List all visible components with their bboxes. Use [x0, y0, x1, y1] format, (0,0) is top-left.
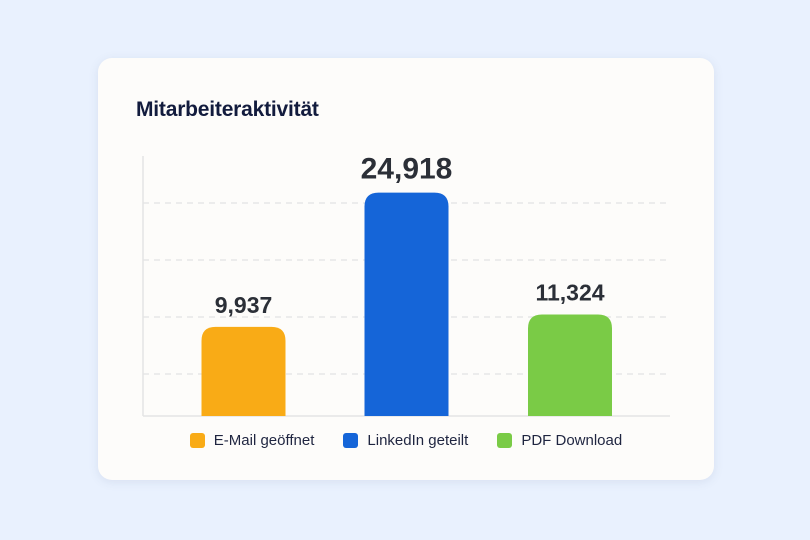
value-labels: 9,937 24,918 11,324	[215, 153, 605, 318]
legend-swatch	[497, 433, 513, 448]
legend-label: E-Mail geöffnet	[213, 432, 315, 449]
bar-1	[201, 326, 286, 416]
bars	[201, 192, 612, 416]
chart-card: Mitarbeiteraktivität 9,937 24,918 11,324 E…	[98, 58, 714, 480]
legend-swatch	[343, 433, 359, 448]
legend-swatch	[189, 433, 205, 448]
legend-label: LinkedIn geteilt	[367, 432, 469, 449]
value-label-2: 24,918	[361, 153, 453, 186]
legend-item-3: PDF Download	[497, 432, 622, 449]
bar-2	[364, 192, 449, 416]
bar-3	[528, 314, 612, 416]
legend-item-1: E-Mail geöffnet	[189, 432, 315, 449]
legend: E-Mail geöffnet LinkedIn geteilt PDF Downl…	[98, 432, 714, 449]
legend-item-2: LinkedIn geteilt	[343, 432, 468, 449]
value-label-1: 9,937	[215, 292, 273, 318]
value-label-3: 11,324	[535, 279, 604, 305]
legend-label: PDF Download	[521, 432, 623, 449]
bar-chart: 9,937 24,918 11,324	[142, 153, 670, 417]
chart-title: Mitarbeiteraktivität	[136, 98, 319, 121]
